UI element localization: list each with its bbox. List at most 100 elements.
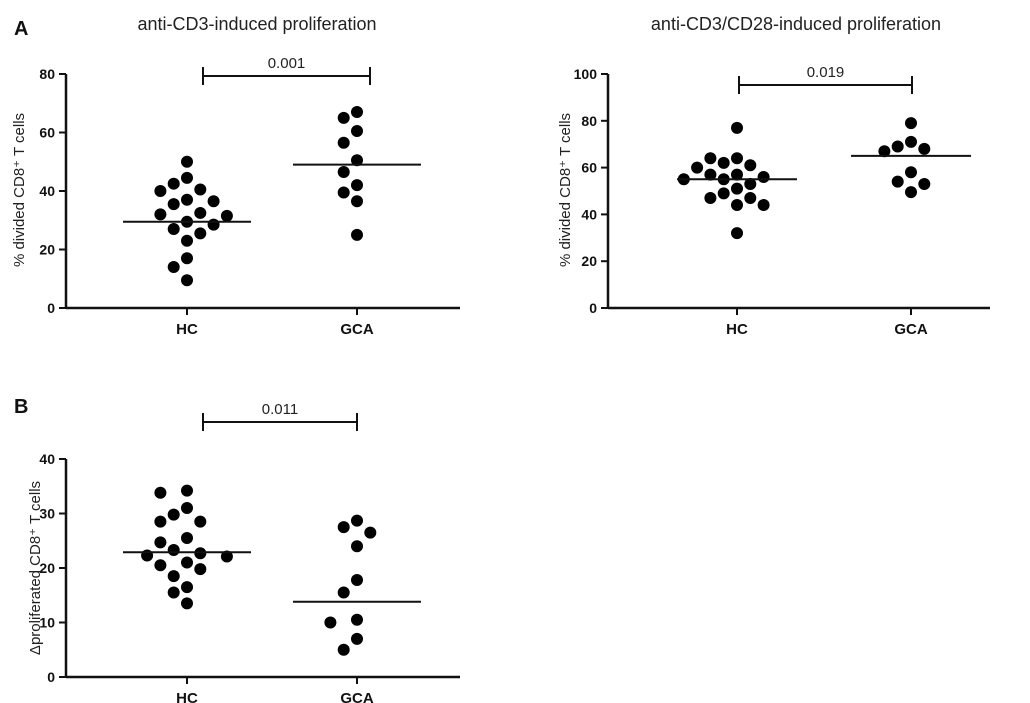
y-tick-label: 0	[47, 669, 55, 685]
y-tick-label: 0	[589, 300, 597, 316]
data-point	[351, 540, 363, 553]
chart-title: anti-CD3/CD28-induced proliferation	[651, 14, 941, 34]
y-tick-label: 20	[39, 560, 55, 576]
data-point	[337, 521, 350, 534]
data-point	[731, 182, 743, 195]
data-point	[364, 526, 377, 539]
y-tick-label: 60	[581, 160, 597, 176]
data-point	[154, 208, 167, 221]
y-tick-label: 0	[47, 300, 55, 316]
x-category-label: GCA	[340, 690, 374, 703]
data-point	[194, 227, 207, 240]
data-point	[337, 136, 350, 149]
data-point	[918, 177, 931, 190]
y-tick-label: 30	[39, 506, 55, 522]
data-point	[891, 140, 904, 153]
data-point	[167, 508, 180, 521]
panel-letter-a: A	[14, 18, 28, 40]
data-point	[918, 142, 931, 155]
y-tick-label: 10	[39, 615, 55, 631]
data-point	[351, 195, 363, 208]
data-point	[194, 515, 207, 528]
data-point	[905, 117, 917, 130]
data-point	[337, 643, 350, 656]
data-point	[351, 179, 363, 192]
data-point	[351, 573, 363, 586]
data-point	[154, 486, 167, 499]
data-point	[691, 161, 704, 174]
data-point	[351, 514, 363, 527]
data-point	[757, 199, 770, 212]
data-point	[878, 145, 891, 158]
data-point	[220, 209, 233, 222]
chart-anti-cd3-cd28: anti-CD3/CD28-induced proliferation % di…	[557, 14, 990, 338]
data-point	[167, 261, 180, 274]
y-tick-label: 20	[39, 242, 55, 258]
x-category-label: HC	[726, 321, 748, 338]
data-point	[167, 570, 180, 583]
y-tick-label: 40	[581, 206, 597, 222]
data-point	[731, 168, 743, 181]
x-category-label: HC	[176, 321, 198, 338]
data-point	[167, 544, 180, 557]
y-tick-label: 20	[581, 253, 597, 269]
data-point	[181, 581, 193, 594]
y-axis-label: % divided CD8⁺ T cells	[11, 113, 28, 267]
y-axis-label: % divided CD8⁺ T cells	[557, 113, 574, 267]
data-point	[744, 192, 757, 205]
y-axis-label: Δproliferated CD8⁺ T cells	[27, 481, 44, 655]
data-point	[207, 218, 220, 231]
data-point	[167, 223, 180, 236]
data-point	[891, 175, 904, 188]
p-value-label: 0.001	[268, 55, 306, 72]
data-point	[704, 192, 717, 205]
panel-letter-b: B	[14, 396, 28, 418]
x-category-label: HC	[176, 690, 198, 703]
data-point	[181, 234, 193, 247]
data-point	[194, 183, 207, 196]
data-point	[167, 586, 180, 599]
chart-anti-cd3: anti-CD3-induced proliferation % divided…	[11, 14, 460, 338]
data-point	[905, 186, 917, 199]
x-category-label: GCA	[340, 321, 374, 338]
data-point	[744, 177, 757, 190]
data-point	[731, 227, 743, 240]
data-point	[194, 563, 207, 576]
data-point	[181, 532, 193, 545]
data-point	[351, 632, 363, 645]
data-point	[181, 155, 193, 168]
data-point	[351, 125, 363, 138]
data-point	[704, 152, 717, 165]
data-point	[905, 166, 917, 179]
x-category-label: GCA	[894, 321, 928, 338]
data-point	[154, 185, 167, 197]
data-point	[167, 177, 180, 190]
data-point	[154, 536, 167, 549]
data-point	[731, 199, 743, 212]
p-value-label: 0.019	[807, 64, 845, 81]
data-point	[194, 206, 207, 219]
y-tick-label: 60	[39, 125, 55, 141]
data-point	[181, 274, 193, 287]
y-tick-label: 40	[39, 183, 55, 199]
data-point	[351, 106, 363, 119]
data-point	[194, 547, 207, 560]
data-point	[351, 154, 363, 167]
data-point	[167, 198, 180, 211]
data-point	[207, 195, 220, 208]
data-point	[351, 613, 363, 626]
y-tick-label: 80	[581, 113, 597, 129]
y-tick-label: 40	[39, 451, 55, 467]
data-point	[324, 616, 337, 629]
data-point	[337, 586, 350, 599]
data-point	[337, 186, 350, 199]
data-point	[731, 121, 743, 134]
data-point	[181, 171, 193, 184]
y-tick-label: 80	[39, 66, 55, 82]
data-point	[154, 515, 167, 528]
data-point	[731, 152, 743, 165]
data-point	[181, 597, 193, 610]
chart-title: anti-CD3-induced proliferation	[137, 14, 376, 34]
data-point	[757, 170, 770, 183]
